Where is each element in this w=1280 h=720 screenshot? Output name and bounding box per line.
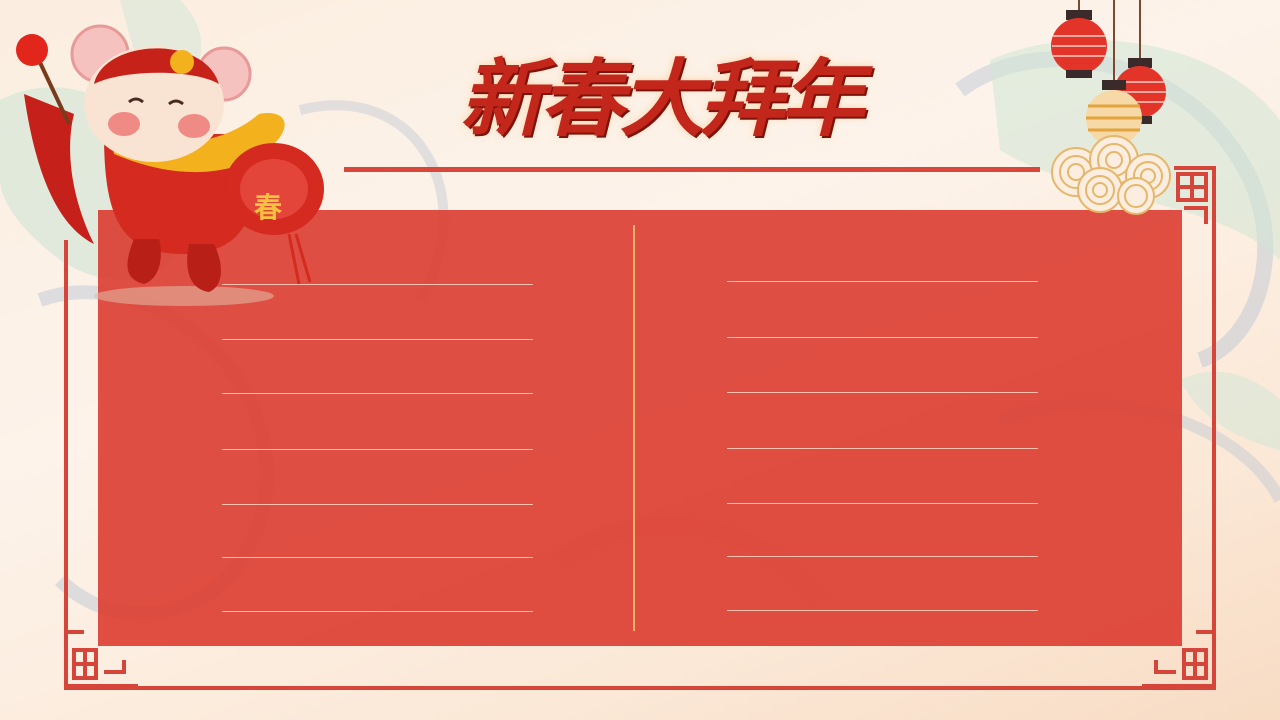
writing-line-right [727, 556, 1038, 557]
bottom-right-corner-ornament [1142, 614, 1216, 688]
writing-line-right [727, 503, 1038, 504]
writing-line-left [222, 393, 533, 394]
writing-line-left [222, 557, 533, 558]
hanging-lanterns-illustration [1051, 0, 1171, 215]
writing-line-right [727, 610, 1038, 611]
writing-line-left [222, 284, 533, 285]
mouse-mascot-illustration: 春 [14, 24, 334, 318]
writing-line-right [727, 392, 1038, 393]
writing-line-left [222, 504, 533, 505]
outer-frame-border [64, 240, 1216, 690]
writing-line-right [727, 281, 1038, 282]
lantern-badge-text: 春 [254, 191, 283, 224]
content-panel [98, 210, 1182, 646]
top-right-corner-ornament [1174, 166, 1216, 242]
writing-line-right [727, 337, 1038, 338]
writing-line-left [222, 611, 533, 612]
column-divider [633, 225, 635, 631]
page-title: 新春大拜年 [459, 49, 864, 148]
title-underline [344, 167, 1040, 172]
writing-line-left [222, 449, 533, 450]
bottom-left-corner-ornament [64, 614, 138, 688]
writing-line-right [727, 448, 1038, 449]
writing-line-left [222, 339, 533, 340]
